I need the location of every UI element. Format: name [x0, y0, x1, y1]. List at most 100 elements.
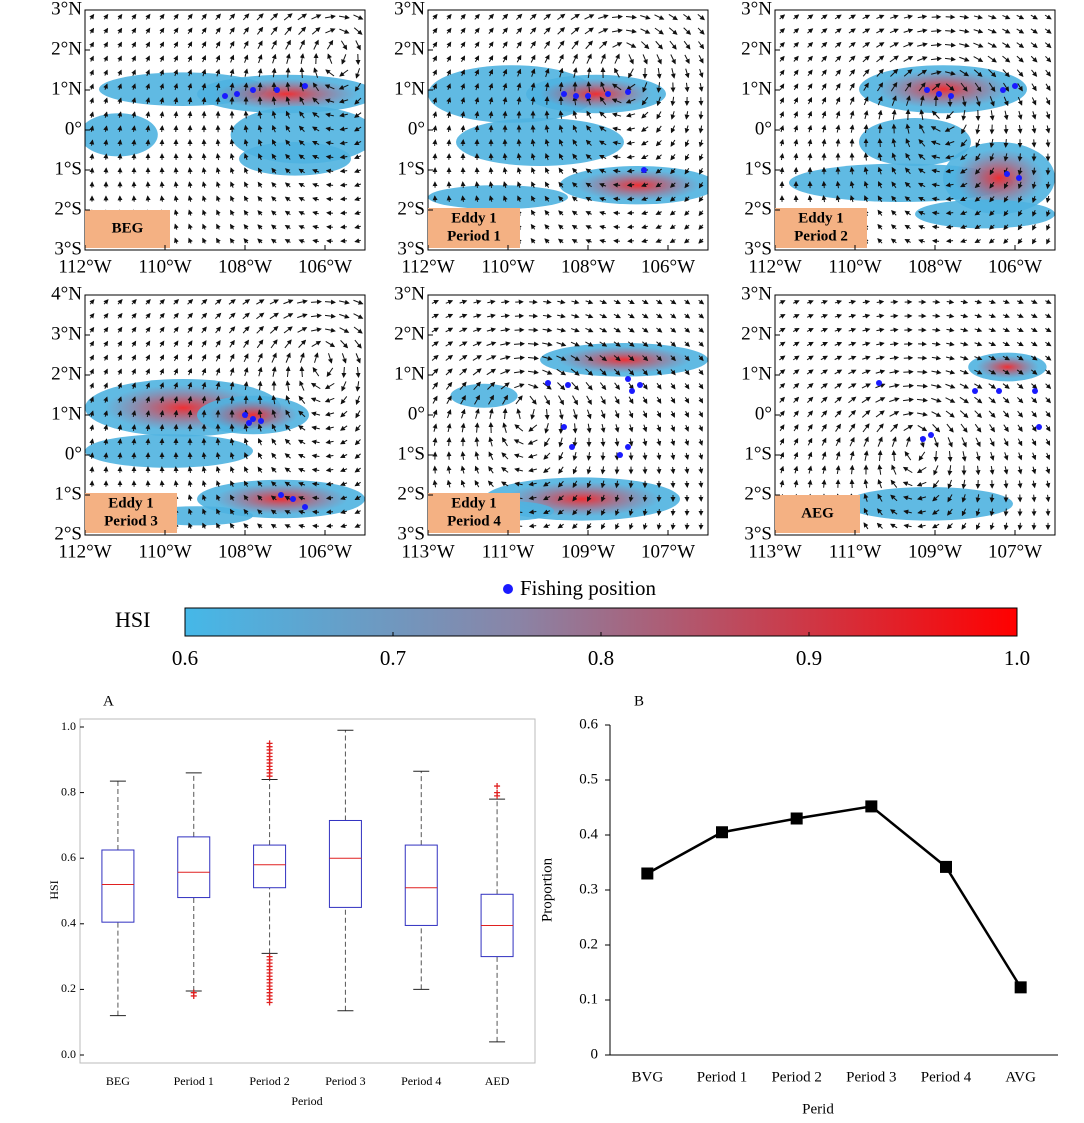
current-vector: [1044, 28, 1052, 34]
current-vector: [312, 126, 320, 132]
current-vector: [585, 355, 594, 362]
current-vector: [905, 152, 911, 161]
current-vector: [889, 355, 900, 361]
current-vector: [353, 313, 364, 319]
x-tick-label: Period 3: [325, 1074, 365, 1088]
current-vector: [243, 223, 249, 230]
current-vector: [339, 154, 348, 160]
current-vector: [642, 452, 648, 461]
current-vector: [159, 83, 165, 91]
current-vector: [285, 39, 291, 50]
current-vector: [270, 495, 277, 501]
current-vector: [325, 340, 336, 348]
point: [790, 812, 803, 825]
panel-label: Period 3: [104, 513, 158, 529]
current-vector: [642, 368, 648, 376]
current-vector: [312, 154, 320, 160]
current-vector: [959, 383, 969, 389]
current-vector: [299, 366, 305, 378]
current-vector: [586, 452, 592, 461]
current-vector: [516, 68, 522, 77]
current-vector: [625, 112, 636, 118]
current-vector: [1002, 383, 1010, 389]
current-vector: [445, 299, 454, 305]
current-vector: [500, 369, 511, 375]
current-vector: [229, 54, 235, 63]
current-vector: [243, 494, 249, 501]
current-vector: [527, 341, 539, 347]
current-vector: [613, 368, 621, 376]
map-area: [85, 13, 365, 244]
current-vector: [159, 396, 165, 404]
current-vector: [271, 210, 277, 216]
current-vector: [488, 110, 494, 119]
current-vector: [889, 28, 899, 34]
current-vector: [201, 110, 207, 119]
current-vector: [572, 437, 578, 448]
x-tick-label: Period 2: [249, 1074, 289, 1088]
current-vector: [340, 396, 348, 405]
current-vector: [599, 355, 608, 362]
current-vector: [271, 409, 277, 418]
colorbar-tick-label: 0.9: [796, 646, 822, 670]
current-vector: [792, 369, 800, 375]
current-vector: [655, 182, 662, 188]
current-vector: [325, 327, 336, 333]
current-vector: [1031, 397, 1038, 404]
current-vector: [614, 424, 620, 433]
current-vector: [298, 182, 305, 188]
current-vector: [188, 237, 193, 244]
current-vector: [257, 480, 263, 487]
current-vector: [655, 210, 662, 215]
current-vector: [849, 166, 855, 175]
current-vector: [201, 395, 207, 404]
current-vector: [584, 27, 594, 35]
current-vector: [570, 327, 580, 333]
current-vector: [89, 97, 94, 104]
point: [716, 826, 728, 839]
current-vector: [989, 508, 995, 517]
fishing-position: [920, 436, 926, 442]
current-vector: [849, 464, 855, 475]
current-vector: [215, 13, 221, 21]
current-vector: [988, 341, 997, 347]
current-vector: [528, 383, 539, 389]
current-vector: [890, 327, 899, 333]
current-vector: [656, 508, 662, 516]
current-vector: [488, 27, 494, 34]
current-vector: [187, 41, 193, 49]
current-vector: [863, 436, 869, 447]
current-vector: [600, 523, 606, 530]
current-vector: [586, 508, 592, 516]
current-vector: [641, 313, 649, 319]
current-vector: [571, 381, 580, 391]
current-vector: [670, 396, 676, 404]
current-vector: [530, 409, 536, 420]
current-vector: [431, 341, 439, 347]
current-vector: [201, 409, 207, 418]
current-vector: [698, 411, 703, 418]
map-area: [85, 299, 365, 529]
current-vector: [487, 299, 496, 305]
current-vector: [641, 140, 649, 146]
current-vector: [173, 27, 179, 34]
current-vector: [572, 167, 578, 174]
current-vector: [159, 13, 165, 20]
current-vector: [487, 480, 494, 488]
current-vector: [173, 55, 178, 63]
current-vector: [930, 126, 941, 132]
hsi-high: [954, 149, 1044, 207]
current-vector: [488, 68, 494, 77]
current-vector: [642, 396, 648, 404]
current-vector: [669, 40, 677, 50]
current-vector: [960, 355, 969, 361]
current-vector: [298, 339, 307, 348]
current-vector: [284, 168, 291, 174]
current-vector: [339, 313, 350, 319]
current-vector: [530, 223, 536, 230]
current-vector: [834, 327, 843, 333]
current-vector: [89, 466, 95, 473]
current-vector: [793, 437, 799, 446]
fishing-position: [625, 444, 631, 450]
current-vector: [543, 481, 551, 487]
